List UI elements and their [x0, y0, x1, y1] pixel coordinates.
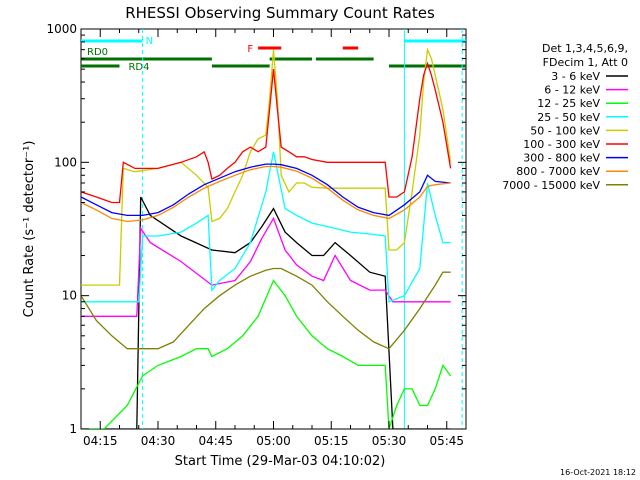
y-axis: 1 10 100 1000: [46, 22, 466, 436]
x-tick-label: 04:45: [198, 434, 233, 448]
legend-header-line: Det 1,3,4,5,6,9,: [542, 42, 628, 55]
x-axis-label: Start Time (29-Mar-03 04:10:02): [175, 454, 386, 469]
series-line-1: [81, 216, 451, 317]
x-tick-label: 04:30: [141, 434, 176, 448]
series-line-6: [81, 163, 451, 217]
series-line-5: [81, 61, 452, 204]
legend-entry-label: 3 - 6 keV: [551, 70, 600, 83]
series-line-0: [81, 196, 451, 429]
legend-entry-label: 12 - 25 keV: [537, 97, 600, 110]
legend-entry-label: 800 - 7000 keV: [516, 165, 600, 178]
status-bar-label-2: RD0: [87, 47, 108, 58]
chart-title: RHESSI Observing Summary Count Rates: [125, 4, 435, 22]
legend-entry-label: 25 - 50 keV: [537, 111, 600, 124]
y-tick-label: 10: [62, 289, 77, 303]
status-bars: N F RD0 RD4: [81, 36, 466, 73]
series-line-2: [81, 279, 452, 429]
status-bar-label-0: N: [146, 36, 153, 47]
status-bar-label-3: RD4: [128, 62, 149, 73]
status-bar-label-1: F: [247, 44, 253, 55]
x-tick-label: 05:00: [256, 434, 291, 448]
legend-entry-label: 7000 - 15000 keV: [502, 179, 600, 192]
legend-entry-label: 6 - 12 keV: [544, 84, 600, 97]
footer-date: 16-Oct-2021 18:12: [560, 468, 636, 477]
y-tick-label: 1000: [46, 22, 77, 36]
y-tick-label: 1: [69, 422, 77, 436]
legend-entry-label: 50 - 100 keV: [530, 124, 600, 137]
x-axis: 04:15 04:30 04:45 05:00 05:15 05:30 05:45: [83, 29, 467, 448]
series-layer: [81, 47, 452, 429]
x-tick-label: 05:30: [372, 434, 407, 448]
x-tick-label: 04:15: [83, 434, 118, 448]
legend-header-line: FDecim 1, Att 0: [543, 56, 628, 69]
legend: Det 1,3,4,5,6,9,FDecim 1, Att 03 - 6 keV…: [502, 42, 628, 192]
plot-frame: [80, 28, 467, 430]
y-axis-label: Count Rate (s⁻¹ detector⁻¹): [22, 141, 37, 318]
legend-entry-label: 100 - 300 keV: [523, 138, 600, 151]
legend-entry-label: 300 - 800 keV: [523, 152, 600, 165]
series-line-3: [81, 151, 451, 303]
x-tick-label: 05:15: [314, 434, 349, 448]
series-line-8: [81, 267, 451, 350]
x-tick-label: 05:45: [429, 434, 464, 448]
y-tick-label: 100: [54, 155, 77, 169]
series-line-4: [81, 47, 452, 286]
series-line-7: [81, 165, 451, 223]
vertical-markers: [142, 29, 463, 429]
